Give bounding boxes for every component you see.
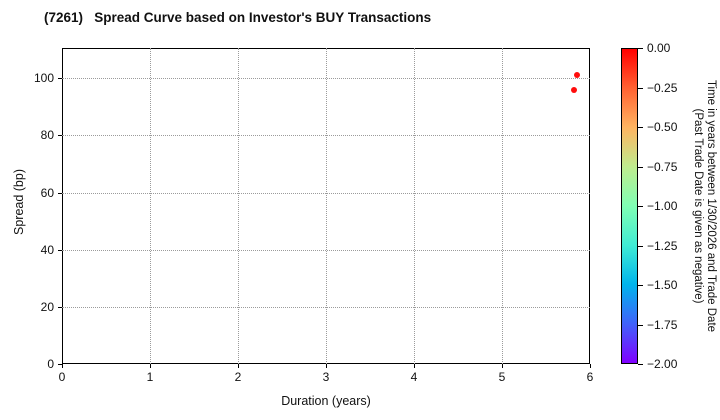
y-tick-label: 100 xyxy=(33,71,54,86)
y-tick-label: 20 xyxy=(40,299,54,314)
x-tick-label: 5 xyxy=(498,370,506,384)
x-tick-mark xyxy=(62,364,63,368)
colorbar-tick-mark xyxy=(638,285,643,286)
colorbar-tick-mark xyxy=(638,364,643,365)
x-tick-label: 2 xyxy=(234,370,242,384)
colorbar-tick-mark xyxy=(638,166,643,168)
gridline-vertical xyxy=(326,48,327,364)
y-tick-mark xyxy=(58,249,62,251)
x-tick-mark xyxy=(150,364,151,368)
x-tick-label: 4 xyxy=(410,370,418,384)
gridline-horizontal xyxy=(62,78,590,80)
data-point xyxy=(573,72,580,79)
colorbar-tick-label: −1.25 xyxy=(647,238,678,253)
x-tick-mark xyxy=(326,364,327,368)
chart-title: (7261) Spread Curve based on Investor's … xyxy=(44,10,432,25)
colorbar-tick-mark xyxy=(638,206,643,207)
gridline-vertical xyxy=(502,48,503,364)
colorbar-tick-label: −1.00 xyxy=(647,199,678,213)
gridline-vertical xyxy=(150,48,151,364)
colorbar xyxy=(621,48,638,364)
colorbar-label: Time in years between 1/30/2026 and Trad… xyxy=(691,80,717,332)
x-tick-mark xyxy=(502,364,503,368)
colorbar-tick-label: −0.50 xyxy=(647,120,678,134)
x-tick-mark xyxy=(414,364,415,368)
colorbar-tick-mark xyxy=(638,127,643,128)
y-tick-label: 40 xyxy=(40,242,54,257)
x-tick-mark xyxy=(238,364,239,368)
colorbar-tick-label: −1.75 xyxy=(647,317,678,332)
y-tick-label: 60 xyxy=(40,185,54,200)
y-tick-mark xyxy=(58,192,62,194)
colorbar-tick-label: 0.00 xyxy=(647,41,671,55)
y-tick-mark xyxy=(58,78,62,80)
gridline-horizontal xyxy=(62,306,590,308)
y-tick-label: 80 xyxy=(40,128,54,143)
x-tick-label: 0 xyxy=(58,370,66,384)
colorbar-tick-mark xyxy=(638,324,643,326)
data-point xyxy=(571,86,578,93)
gridline-horizontal xyxy=(62,249,590,251)
colorbar-tick-mark xyxy=(638,48,643,49)
gridline-vertical xyxy=(238,48,239,364)
colorbar-tick-label: −0.75 xyxy=(647,159,678,174)
y-tick-mark xyxy=(58,135,62,137)
y-tick-mark xyxy=(58,364,62,365)
x-axis-label: Duration (years) xyxy=(281,394,371,408)
colorbar-tick-label: −0.25 xyxy=(647,80,678,95)
gridline-horizontal xyxy=(62,135,590,137)
y-tick-mark xyxy=(58,306,62,308)
y-tick-label: 0 xyxy=(47,357,54,371)
y-axis-label: Spread (bp) xyxy=(12,168,26,236)
colorbar-tick-label: −1.50 xyxy=(647,278,678,292)
colorbar-tick-mark xyxy=(638,87,643,89)
gridline-vertical xyxy=(414,48,415,364)
colorbar-tick-mark xyxy=(638,245,643,247)
x-tick-label: 6 xyxy=(586,370,594,384)
colorbar-label-line2: (Past Trade Date is given as negative) xyxy=(692,108,704,304)
x-tick-mark xyxy=(590,364,591,368)
gridline-horizontal xyxy=(62,192,590,194)
x-tick-label: 1 xyxy=(146,370,154,384)
colorbar-label-line1: Time in years between 1/30/2026 and Trad… xyxy=(705,79,718,333)
x-tick-label: 3 xyxy=(322,370,330,384)
colorbar-tick-label: −2.00 xyxy=(647,357,678,371)
